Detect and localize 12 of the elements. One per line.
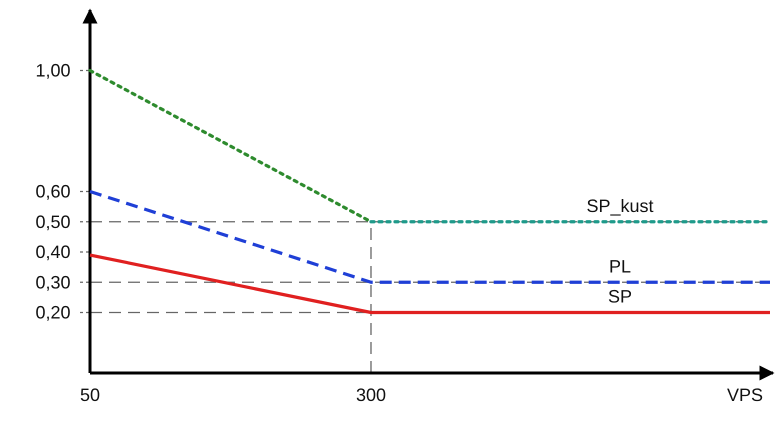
y-tick-label: 0,20 bbox=[35, 302, 71, 322]
series-label: SP_kust bbox=[586, 196, 654, 216]
y-tick-label: 0,50 bbox=[35, 212, 71, 232]
y-tick-label: 0,30 bbox=[35, 272, 71, 292]
y-tick-label: 0,40 bbox=[35, 242, 71, 262]
series-label: PL bbox=[608, 256, 632, 276]
x-tick-label: 50 bbox=[80, 385, 100, 405]
y-tick-label: 1,00 bbox=[35, 60, 71, 80]
y-tick-label: 0,60 bbox=[35, 182, 71, 202]
series-label: SP bbox=[608, 286, 632, 306]
x-tick-label: 300 bbox=[356, 385, 386, 405]
x-axis-title: VPS bbox=[726, 385, 764, 405]
